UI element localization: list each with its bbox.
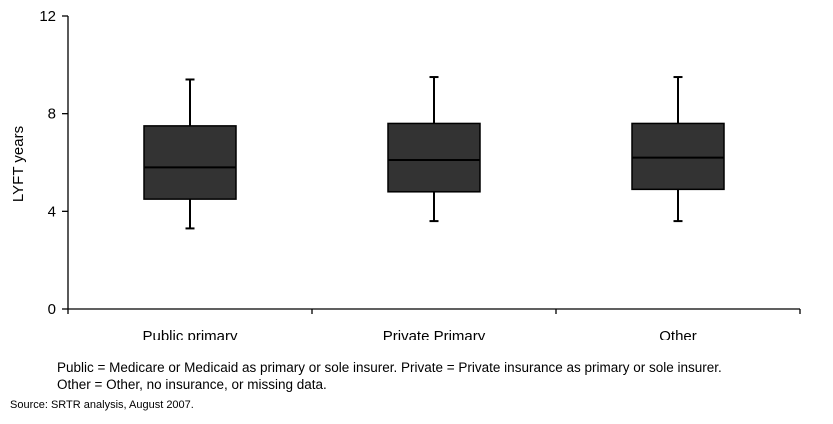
box-iqr bbox=[387, 122, 481, 193]
y-tick-label: 0 bbox=[48, 301, 56, 318]
x-tick-label: Public primary bbox=[142, 328, 238, 340]
box-item bbox=[387, 76, 481, 223]
y-tick-label: 4 bbox=[48, 203, 56, 220]
x-tick-label: Other bbox=[659, 328, 697, 340]
x-tick-label: Private Primary bbox=[383, 328, 486, 340]
y-tick-label: 12 bbox=[39, 8, 56, 25]
footnote-line-2: Other = Other, no insurance, or missing … bbox=[57, 377, 327, 392]
box-iqr bbox=[631, 122, 725, 191]
axes: 0 4 8 12 Public primary Private Primary Other bbox=[39, 8, 801, 340]
source-note: Source: SRTR analysis, August 2007. bbox=[10, 399, 194, 411]
y-tick-label: 8 bbox=[48, 106, 56, 123]
box-iqr bbox=[143, 125, 237, 200]
box-series bbox=[143, 76, 725, 230]
box-item bbox=[631, 76, 725, 223]
box-item bbox=[143, 78, 237, 230]
y-axis-label: LYFT years bbox=[10, 126, 27, 202]
footnote-line-1: Public = Medicare or Medicaid as primary… bbox=[57, 360, 722, 375]
